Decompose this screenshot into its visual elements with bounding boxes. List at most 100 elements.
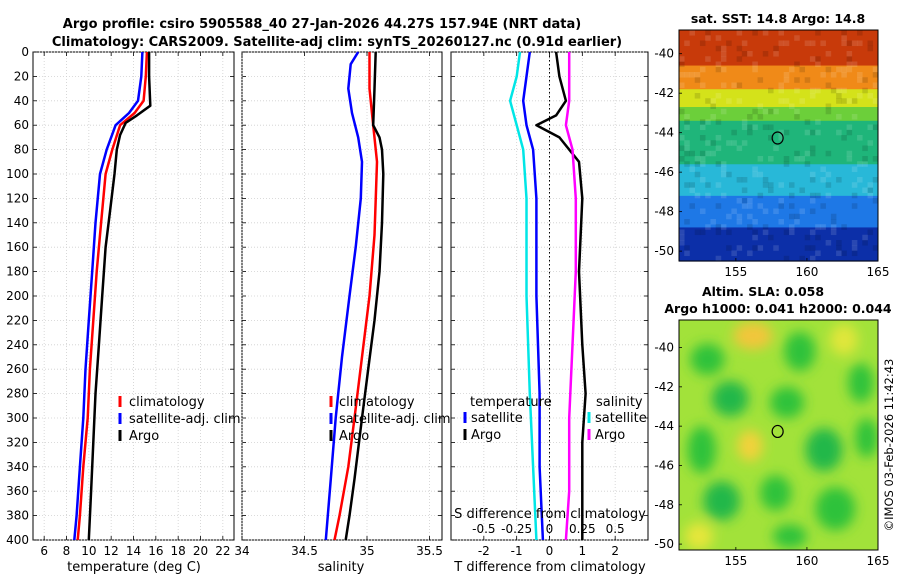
sst-texture-pixel [862, 234, 868, 241]
sla-anomaly-blob-1 [733, 321, 773, 350]
sst-texture-pixel [773, 108, 779, 115]
sst-texture-pixel [851, 98, 858, 104]
sst-texture-pixel [694, 93, 701, 99]
depth-tick-label: 160 [6, 240, 29, 254]
figure-title-line1: Argo profile: csiro 5905588_40 27-Jan-20… [63, 17, 581, 32]
sst-texture-pixel [715, 61, 722, 68]
sst-texture-pixel [736, 219, 743, 225]
sst-texture-pixel [872, 156, 879, 162]
sst-texture-pixel [830, 219, 837, 225]
sst-texture-pixel [741, 187, 748, 194]
sst-texture-pixel [752, 234, 758, 241]
sst-texture-pixel [720, 82, 727, 89]
sst-texture-pixel [783, 161, 790, 167]
sst-texture-pixel [778, 219, 785, 225]
sst-texture-pixel [684, 72, 690, 78]
sst-texture-pixel [736, 56, 743, 62]
diff-xtick-label: -2 [478, 544, 490, 558]
sst-texture-pixel [804, 77, 811, 83]
temp-series-satellite-adj-clim [73, 51, 144, 541]
sst-texture-pixel [836, 114, 842, 120]
sst-texture-pixel [857, 161, 863, 167]
sla-anomaly-blob-15 [772, 524, 807, 549]
sst-texture-pixel [710, 114, 716, 120]
sst-texture-pixel [830, 87, 837, 94]
sst-texture-pixel [757, 156, 764, 162]
sst-texture-pixel [862, 87, 868, 94]
sst-texture-pixel [857, 177, 863, 183]
sst-texture-pixel [726, 229, 732, 236]
sst-texture-pixel [846, 156, 853, 162]
sla-xtick-label: 165 [867, 554, 890, 568]
sst-texture-pixel [694, 229, 701, 236]
sla-ytick-label: -40 [654, 341, 674, 355]
sst-texture-pixel [809, 198, 816, 204]
sla-argo-location-marker [771, 424, 784, 439]
sst-xtick-label: 155 [724, 265, 747, 279]
sst-texture-pixel [757, 203, 764, 209]
sst-texture-pixel [830, 229, 837, 236]
sst-texture-pixel [825, 182, 832, 188]
sst-texture-pixel [736, 45, 743, 52]
sst-texture-pixel [804, 245, 811, 251]
sst-texture-pixel [783, 77, 790, 83]
sst-texture-pixel [699, 119, 706, 125]
sst-texture-pixel [715, 93, 722, 99]
sst-texture-pixel [867, 124, 874, 131]
sst-texture-pixel [715, 161, 722, 167]
sst-texture-pixel [694, 161, 701, 167]
sst-texture-pixel [699, 208, 706, 215]
sst-texture-pixel [836, 250, 842, 257]
sal-xtick-label: 34 [234, 544, 249, 558]
sst-texture-pixel [830, 213, 837, 220]
sst-texture-pixel [851, 182, 858, 188]
sst-texture-pixel [679, 229, 685, 236]
sst-texture-pixel [694, 77, 701, 83]
temperature-legend: climatology satellite-adj. clim Argo [118, 395, 241, 444]
sst-texture-pixel [747, 198, 753, 204]
sst-texture-pixel [710, 98, 716, 104]
sst-texture-pixel [804, 234, 811, 241]
depth-tick-label: 220 [6, 313, 29, 327]
sst-texture-pixel [788, 192, 795, 199]
sst-texture-pixel [689, 166, 696, 173]
sst-texture-pixel [747, 224, 753, 230]
sst-texture-pixel [788, 229, 795, 236]
sst-texture-pixel [773, 51, 779, 57]
sst-texture-pixel [726, 140, 732, 146]
sst-texture-pixel [699, 177, 706, 183]
sst-texture-pixel [741, 203, 748, 209]
sst-texture-pixel [720, 51, 727, 57]
sst-texture-pixel [684, 161, 690, 167]
sst-texture-pixel [715, 145, 722, 152]
sla-map-title: Altim. SLA: 0.058 [702, 284, 824, 299]
sst-texture-pixel [872, 82, 879, 89]
sst-texture-pixel [731, 208, 737, 215]
sst-texture-pixel [710, 219, 716, 225]
diff-series-salinity-satellite [508, 51, 538, 541]
sst-texture-pixel [872, 72, 879, 78]
sst-texture-pixel [741, 177, 748, 183]
sla-anomaly-blob-11 [703, 481, 741, 521]
sst-map-title: sat. SST: 14.8 Argo: 14.8 [691, 11, 865, 26]
sst-texture-pixel [747, 203, 753, 209]
sst-texture-pixel [815, 61, 821, 68]
sst-texture-pixel [720, 56, 727, 62]
sst-texture-pixel [836, 129, 842, 136]
depth-tick-label: 300 [6, 411, 29, 425]
sst-texture-pixel [820, 72, 826, 78]
depth-tick-label: 240 [6, 338, 29, 352]
depth-tick-label: 20 [14, 69, 29, 83]
sst-texture-pixel [778, 40, 785, 47]
sst-texture-pixel [768, 187, 774, 194]
sst-texture-pixel [872, 124, 879, 131]
sst-texture-pixel [799, 66, 805, 73]
sst-texture-pixel [825, 82, 832, 89]
sst-texture-pixel [757, 192, 764, 199]
sst-texture-pixel [684, 114, 690, 120]
difference-secondary-xlabel: S difference from climatology [454, 507, 646, 522]
sst-texture-pixel [757, 245, 764, 251]
sst-texture-pixel [768, 182, 774, 188]
sal-xtick-label: 35.5 [416, 544, 443, 558]
sst-texture-pixel [778, 198, 785, 204]
